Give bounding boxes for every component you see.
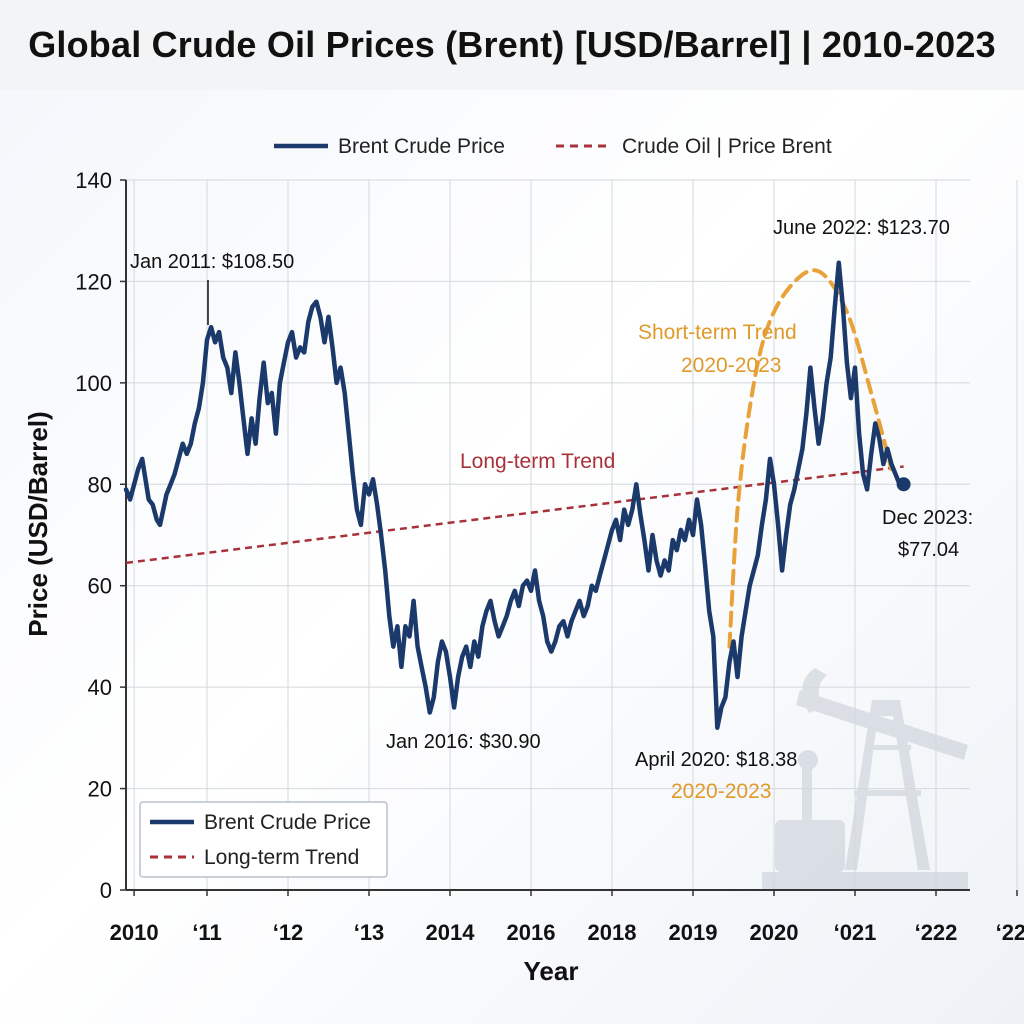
annotation-dec-2023-line2: $77.04 bbox=[898, 539, 959, 561]
x-tick-label: 2020 bbox=[750, 920, 799, 945]
long-term-trend-label: Long-term Trend bbox=[460, 450, 615, 473]
end-point-marker bbox=[896, 477, 911, 492]
bottom-legend-label-1: Brent Crude Price bbox=[204, 811, 371, 834]
y-axis-title: Price (USD/Barrel) bbox=[23, 411, 53, 636]
series-layer bbox=[123, 260, 911, 730]
y-tick-label: 0 bbox=[100, 878, 112, 903]
brent-price-line bbox=[123, 260, 906, 730]
axes: 0 20 40 60 80 100 120 140 2010 ‘11 ‘12 ‘13 2014 2016 2… bbox=[75, 168, 1024, 945]
short-term-trend-line bbox=[727, 268, 894, 649]
x-tick-label: 2016 bbox=[507, 920, 556, 945]
x-tick-label: ‘222 bbox=[915, 920, 958, 945]
y-tick-label: 140 bbox=[75, 168, 112, 193]
top-legend-label-2: Crude Oil | Price Brent bbox=[622, 135, 832, 158]
annotation-jan-2016: Jan 2016: $30.90 bbox=[386, 731, 541, 753]
bottom-legend: Brent Crude Price Long-term Trend bbox=[139, 801, 388, 878]
x-axis-title: Year bbox=[524, 956, 579, 986]
annotation-dec-2023-line1: Dec 2023: bbox=[882, 507, 973, 529]
top-legend-label-1: Brent Crude Price bbox=[338, 135, 505, 158]
oil-pump-background bbox=[762, 668, 968, 890]
grid bbox=[126, 179, 1018, 891]
y-tick-label: 120 bbox=[75, 269, 112, 294]
y-tick-label: 100 bbox=[75, 371, 112, 396]
x-tick-label: 2014 bbox=[426, 920, 476, 945]
x-tick-label: 2010 bbox=[110, 920, 159, 945]
bottom-legend-label-2: Long-term Trend bbox=[204, 846, 359, 869]
x-tick-label: ‘223 bbox=[996, 920, 1024, 945]
top-legend: Brent Crude Price Crude Oil | Price Bren… bbox=[274, 135, 832, 158]
x-tick-label: ‘11 bbox=[192, 920, 221, 945]
annotation-april-2020-sub: 2020-2023 bbox=[671, 780, 771, 803]
short-term-trend-label-2: 2020-2023 bbox=[681, 354, 781, 377]
short-term-trend-label-1: Short-term Trend bbox=[638, 321, 797, 344]
bottom-legend-box bbox=[139, 801, 388, 878]
x-tick-label: 2019 bbox=[669, 920, 718, 945]
annotation-june-2022: June 2022: $123.70 bbox=[773, 217, 950, 239]
x-tick-label: ‘13 bbox=[354, 920, 385, 945]
y-tick-label: 40 bbox=[88, 675, 112, 700]
y-tick-label: 80 bbox=[88, 472, 112, 497]
title-bar: Global Crude Oil Prices (Brent) [USD/Bar… bbox=[0, 0, 1024, 90]
x-tick-label: 2018 bbox=[588, 920, 637, 945]
y-tick-label: 60 bbox=[88, 574, 112, 599]
annotation-april-2020: April 2020: $18.38 bbox=[635, 749, 797, 771]
x-tick-label: ‘021 bbox=[834, 920, 877, 945]
x-tick-label: ‘12 bbox=[273, 920, 304, 945]
chart-title: Global Crude Oil Prices (Brent) [USD/Bar… bbox=[28, 24, 996, 65]
y-tick-label: 20 bbox=[88, 777, 112, 802]
annotation-jan-2011: Jan 2011: $108.50 bbox=[130, 251, 294, 273]
